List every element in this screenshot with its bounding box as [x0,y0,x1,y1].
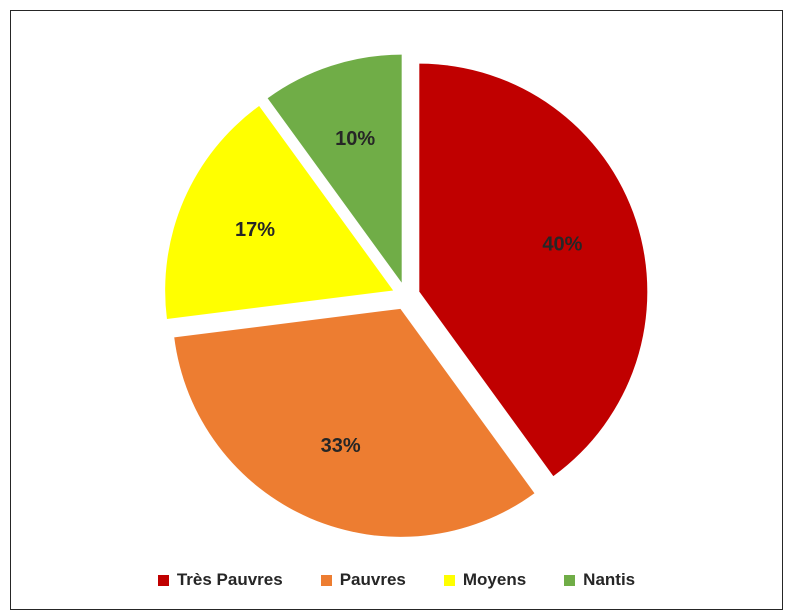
legend-item-nantis: Nantis [564,570,635,590]
chart-legend: Très Pauvres Pauvres Moyens Nantis [11,568,782,592]
data-label-pauvres: 33% [321,435,361,457]
data-label-tres-pauvres: 40% [542,233,582,255]
legend-swatch [564,574,576,586]
legend-label: Très Pauvres [176,570,283,589]
pie-slice-moyens [165,105,394,320]
legend-label: Nantis [583,570,636,589]
pie-data-labels: 40% 33% 17% 10% [235,128,583,457]
data-label-nantis: 10% [335,128,375,150]
legend-swatch [443,574,455,586]
legend-item-tres-pauvres: Très Pauvres [157,570,283,590]
pie-slice-pauvres [174,308,535,537]
pie-slice-tres-pauvres [419,63,648,477]
chart-frame: 40% 33% 17% 10% Très Pauvres Pauvres Moyens… [10,10,783,610]
pie-slice-nantis [267,54,402,283]
legend-swatch [320,574,332,586]
legend-item-pauvres: Pauvres [320,570,406,590]
pie-chart: 40% 33% 17% 10% [165,54,648,537]
legend-item-moyens: Moyens [443,570,527,590]
legend-label: Pauvres [339,570,406,589]
legend-swatch [157,574,169,586]
data-label-moyens: 17% [235,219,275,241]
pie-slices [165,54,648,537]
legend-label: Moyens [462,570,527,589]
